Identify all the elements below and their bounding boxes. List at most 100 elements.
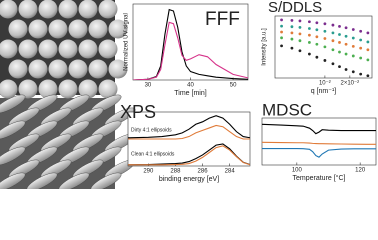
data-point (359, 72, 363, 76)
data-line (128, 145, 250, 166)
data-point (280, 24, 283, 28)
ellipsoid (0, 94, 26, 114)
data-point (323, 37, 327, 40)
ellipsoid (58, 172, 90, 189)
data-point (331, 48, 335, 52)
sphere (68, 19, 88, 39)
x-tick-label: 288 (170, 169, 181, 175)
data-point (366, 74, 370, 78)
data-point (351, 70, 355, 74)
sphere (98, 79, 118, 99)
data-point (351, 44, 355, 48)
data-line (128, 115, 250, 139)
data-point (338, 33, 341, 36)
data-point (280, 36, 283, 40)
data-point (359, 29, 363, 33)
sphere (18, 0, 38, 19)
data-point (344, 52, 348, 56)
data-point (359, 56, 363, 60)
x-tick-label: 2×10⁻² (341, 81, 360, 87)
data-point (331, 31, 335, 35)
data-point (331, 23, 335, 27)
data-point (338, 24, 341, 28)
data-point (344, 26, 348, 30)
ellipsoid (0, 146, 26, 166)
graphical-abstract: 30 40 50 Time [min] Normalized UV signal FFF 1… (0, 0, 377, 189)
x-tick-label: 50 (230, 83, 237, 89)
sphere (18, 79, 38, 99)
x-tick-label: 40 (187, 83, 194, 89)
sphere (98, 0, 118, 19)
data-point (323, 45, 327, 49)
data-point (323, 29, 327, 33)
x-tick-label: 286 (198, 169, 209, 175)
data-point (359, 38, 363, 42)
sphere (48, 19, 68, 39)
ellipsoid (90, 172, 122, 189)
ellipsoid (0, 120, 26, 140)
sphere (0, 39, 18, 59)
data-point (307, 33, 311, 37)
data-point (315, 55, 319, 59)
data-point (298, 32, 302, 36)
annotation: Clean 4:1 ellipsoids (131, 151, 175, 157)
data-point (307, 41, 311, 44)
x-axis-label: q [nm⁻¹] (311, 88, 337, 95)
data-point (366, 40, 370, 44)
panel-title: MDSC (262, 100, 312, 119)
sphere (0, 79, 18, 99)
data-line (128, 124, 250, 140)
data-point (359, 46, 363, 50)
annotation: Dirty 4:1 ellipsoids (131, 127, 172, 133)
data-point (366, 48, 370, 52)
data-point (331, 62, 335, 66)
data-point (366, 58, 370, 62)
data-point (315, 21, 319, 25)
x-tick-label: 10⁻² (319, 81, 331, 87)
data-point (351, 28, 355, 31)
data-point (298, 25, 302, 29)
sphere (78, 79, 98, 99)
data-point (307, 20, 311, 24)
sphere (48, 59, 68, 79)
data-point (298, 49, 302, 53)
data-point (290, 18, 294, 22)
data-point (315, 42, 319, 46)
data-line (133, 21, 248, 80)
data-point (307, 27, 311, 30)
data-point (338, 65, 341, 69)
data-point (307, 52, 311, 56)
data-line (262, 148, 376, 158)
sphere (108, 59, 128, 79)
data-point (323, 59, 327, 62)
sphere (88, 19, 108, 39)
sphere (108, 19, 128, 39)
data-point (280, 44, 283, 48)
data-point (290, 46, 294, 50)
data-point (344, 34, 348, 38)
plot-area (280, 18, 370, 78)
sphere (58, 0, 78, 19)
x-axis-label: binding energy [eV] (159, 176, 219, 183)
x-tick-label: 30 (145, 83, 152, 89)
sphere (18, 39, 38, 59)
ellipsoid (26, 172, 58, 189)
sphere (78, 0, 98, 19)
data-point (366, 31, 370, 35)
data-point (315, 35, 319, 39)
x-tick-label: 290 (143, 169, 154, 175)
data-point (298, 39, 302, 43)
ellipsoid (0, 172, 26, 189)
sphere (8, 19, 28, 39)
y-axis-label: Normalized UV signal (124, 13, 130, 71)
sphere (68, 59, 88, 79)
sphere (38, 0, 58, 19)
data-point (344, 68, 348, 71)
x-axis-label: Time [min] (174, 90, 206, 97)
data-point (344, 42, 348, 46)
sphere (98, 39, 118, 59)
data-point (280, 18, 283, 22)
sphere (0, 0, 18, 19)
data-point (315, 28, 319, 32)
panel-title: FFF (205, 9, 240, 30)
